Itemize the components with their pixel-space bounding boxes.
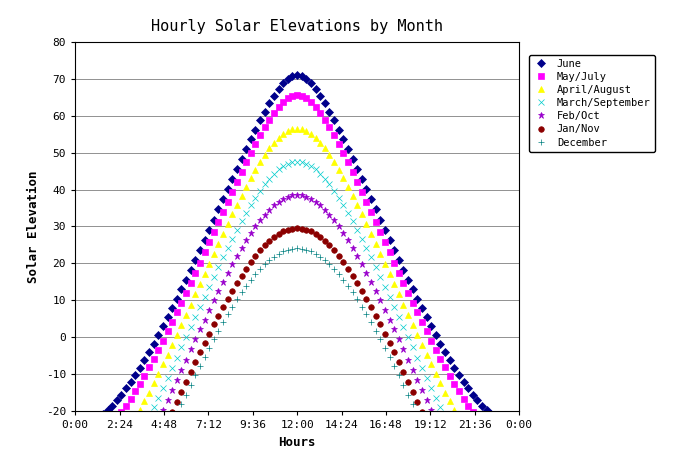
April/August <box>186 302 195 307</box>
May/July <box>293 92 301 98</box>
Line: Jan/Nov: Jan/Nov <box>72 226 522 467</box>
Feb/Oct <box>293 192 301 198</box>
April/August <box>103 457 111 463</box>
May/July <box>186 280 195 286</box>
Line: March/September: March/September <box>72 159 522 467</box>
May/July <box>515 443 523 449</box>
Line: December: December <box>72 246 522 467</box>
Title: Hourly Solar Elevations by Month: Hourly Solar Elevations by Month <box>151 19 443 34</box>
December <box>418 422 426 427</box>
June <box>293 72 301 78</box>
Jan/Nov <box>418 409 426 415</box>
June <box>85 420 93 426</box>
May/July <box>85 440 93 446</box>
March/September <box>186 324 195 330</box>
Line: April/August: April/August <box>72 126 522 467</box>
June <box>298 73 306 79</box>
Jan/Nov <box>293 226 301 231</box>
Line: May/July: May/July <box>72 92 522 449</box>
April/August <box>293 126 301 131</box>
May/July <box>71 443 79 449</box>
December <box>298 246 306 251</box>
March/September <box>330 188 338 193</box>
Feb/Oct <box>330 218 338 223</box>
Line: Feb/Oct: Feb/Oct <box>72 191 522 467</box>
December <box>186 382 195 388</box>
May/July <box>298 93 306 99</box>
June <box>71 423 79 429</box>
June <box>515 423 523 429</box>
March/September <box>418 365 426 370</box>
December <box>330 266 338 272</box>
Line: June: June <box>72 72 522 429</box>
June <box>186 267 195 273</box>
June <box>103 407 111 413</box>
December <box>293 246 301 251</box>
Jan/Nov <box>186 369 195 375</box>
Legend: June, May/July, April/August, March/September, Feb/Oct, Jan/Nov, December: June, May/July, April/August, March/Sept… <box>529 55 655 152</box>
March/September <box>293 159 301 164</box>
May/July <box>418 319 426 325</box>
March/September <box>298 159 306 165</box>
April/August <box>418 342 426 348</box>
May/July <box>330 133 338 138</box>
April/August <box>330 159 338 165</box>
X-axis label: Hours: Hours <box>279 436 316 448</box>
April/August <box>298 127 306 132</box>
June <box>330 118 338 123</box>
Jan/Nov <box>298 226 306 231</box>
May/July <box>103 426 111 432</box>
Y-axis label: Solar Elevation: Solar Elevation <box>27 170 40 283</box>
Jan/Nov <box>330 248 338 253</box>
Feb/Oct <box>418 387 426 393</box>
June <box>418 305 426 311</box>
Feb/Oct <box>298 192 306 198</box>
Feb/Oct <box>186 347 195 352</box>
